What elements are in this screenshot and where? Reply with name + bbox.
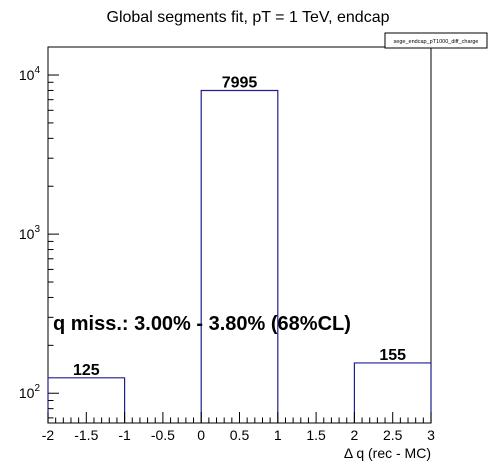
bar-value-label: 125 [73, 362, 100, 379]
x-tick-label: 2 [351, 427, 359, 443]
x-tick-label: 1 [274, 427, 282, 443]
x-tick-label: -2 [42, 427, 55, 443]
bar-value-labels: 125 7995 155 [73, 74, 406, 378]
chart-title: Global segments fit, pT = 1 TeV, endcap [107, 9, 390, 26]
y-tick-label: 103 [19, 224, 41, 242]
bar-value-label: 7995 [222, 74, 258, 91]
x-axis-label: Δ q (rec - MC) [344, 445, 431, 461]
x-tick-label: 1.5 [306, 427, 326, 443]
y-axis: 102 103 104 [19, 65, 59, 419]
y-tick-label: 102 [19, 383, 41, 401]
x-axis: -2 -1.5 -1 -0.5 0 0.5 1 1.5 2 2.5 3 [42, 412, 435, 443]
x-tick-label: 0.5 [230, 427, 250, 443]
legend-entry: sege_endcap_pT1000_diff_charge [394, 39, 479, 45]
chart-annotation: q miss.: 3.00% - 3.80% (68%CL) [53, 313, 351, 335]
histogram-bar [353, 362, 432, 423]
x-tick-label: 2.5 [383, 427, 403, 443]
legend-box: sege_endcap_pT1000_diff_charge [384, 32, 488, 49]
x-tick-label: -1 [118, 427, 131, 443]
x-tick-label: 3 [427, 427, 435, 443]
x-tick-label: -1.5 [74, 427, 98, 443]
bar-value-label: 155 [379, 347, 406, 364]
x-tick-label: 0 [197, 427, 205, 443]
x-tick-label: -0.5 [151, 427, 175, 443]
histogram-bars [47, 89, 432, 423]
plot-frame [47, 46, 432, 424]
histogram-bar [200, 89, 279, 423]
y-tick-label: 104 [19, 65, 41, 83]
